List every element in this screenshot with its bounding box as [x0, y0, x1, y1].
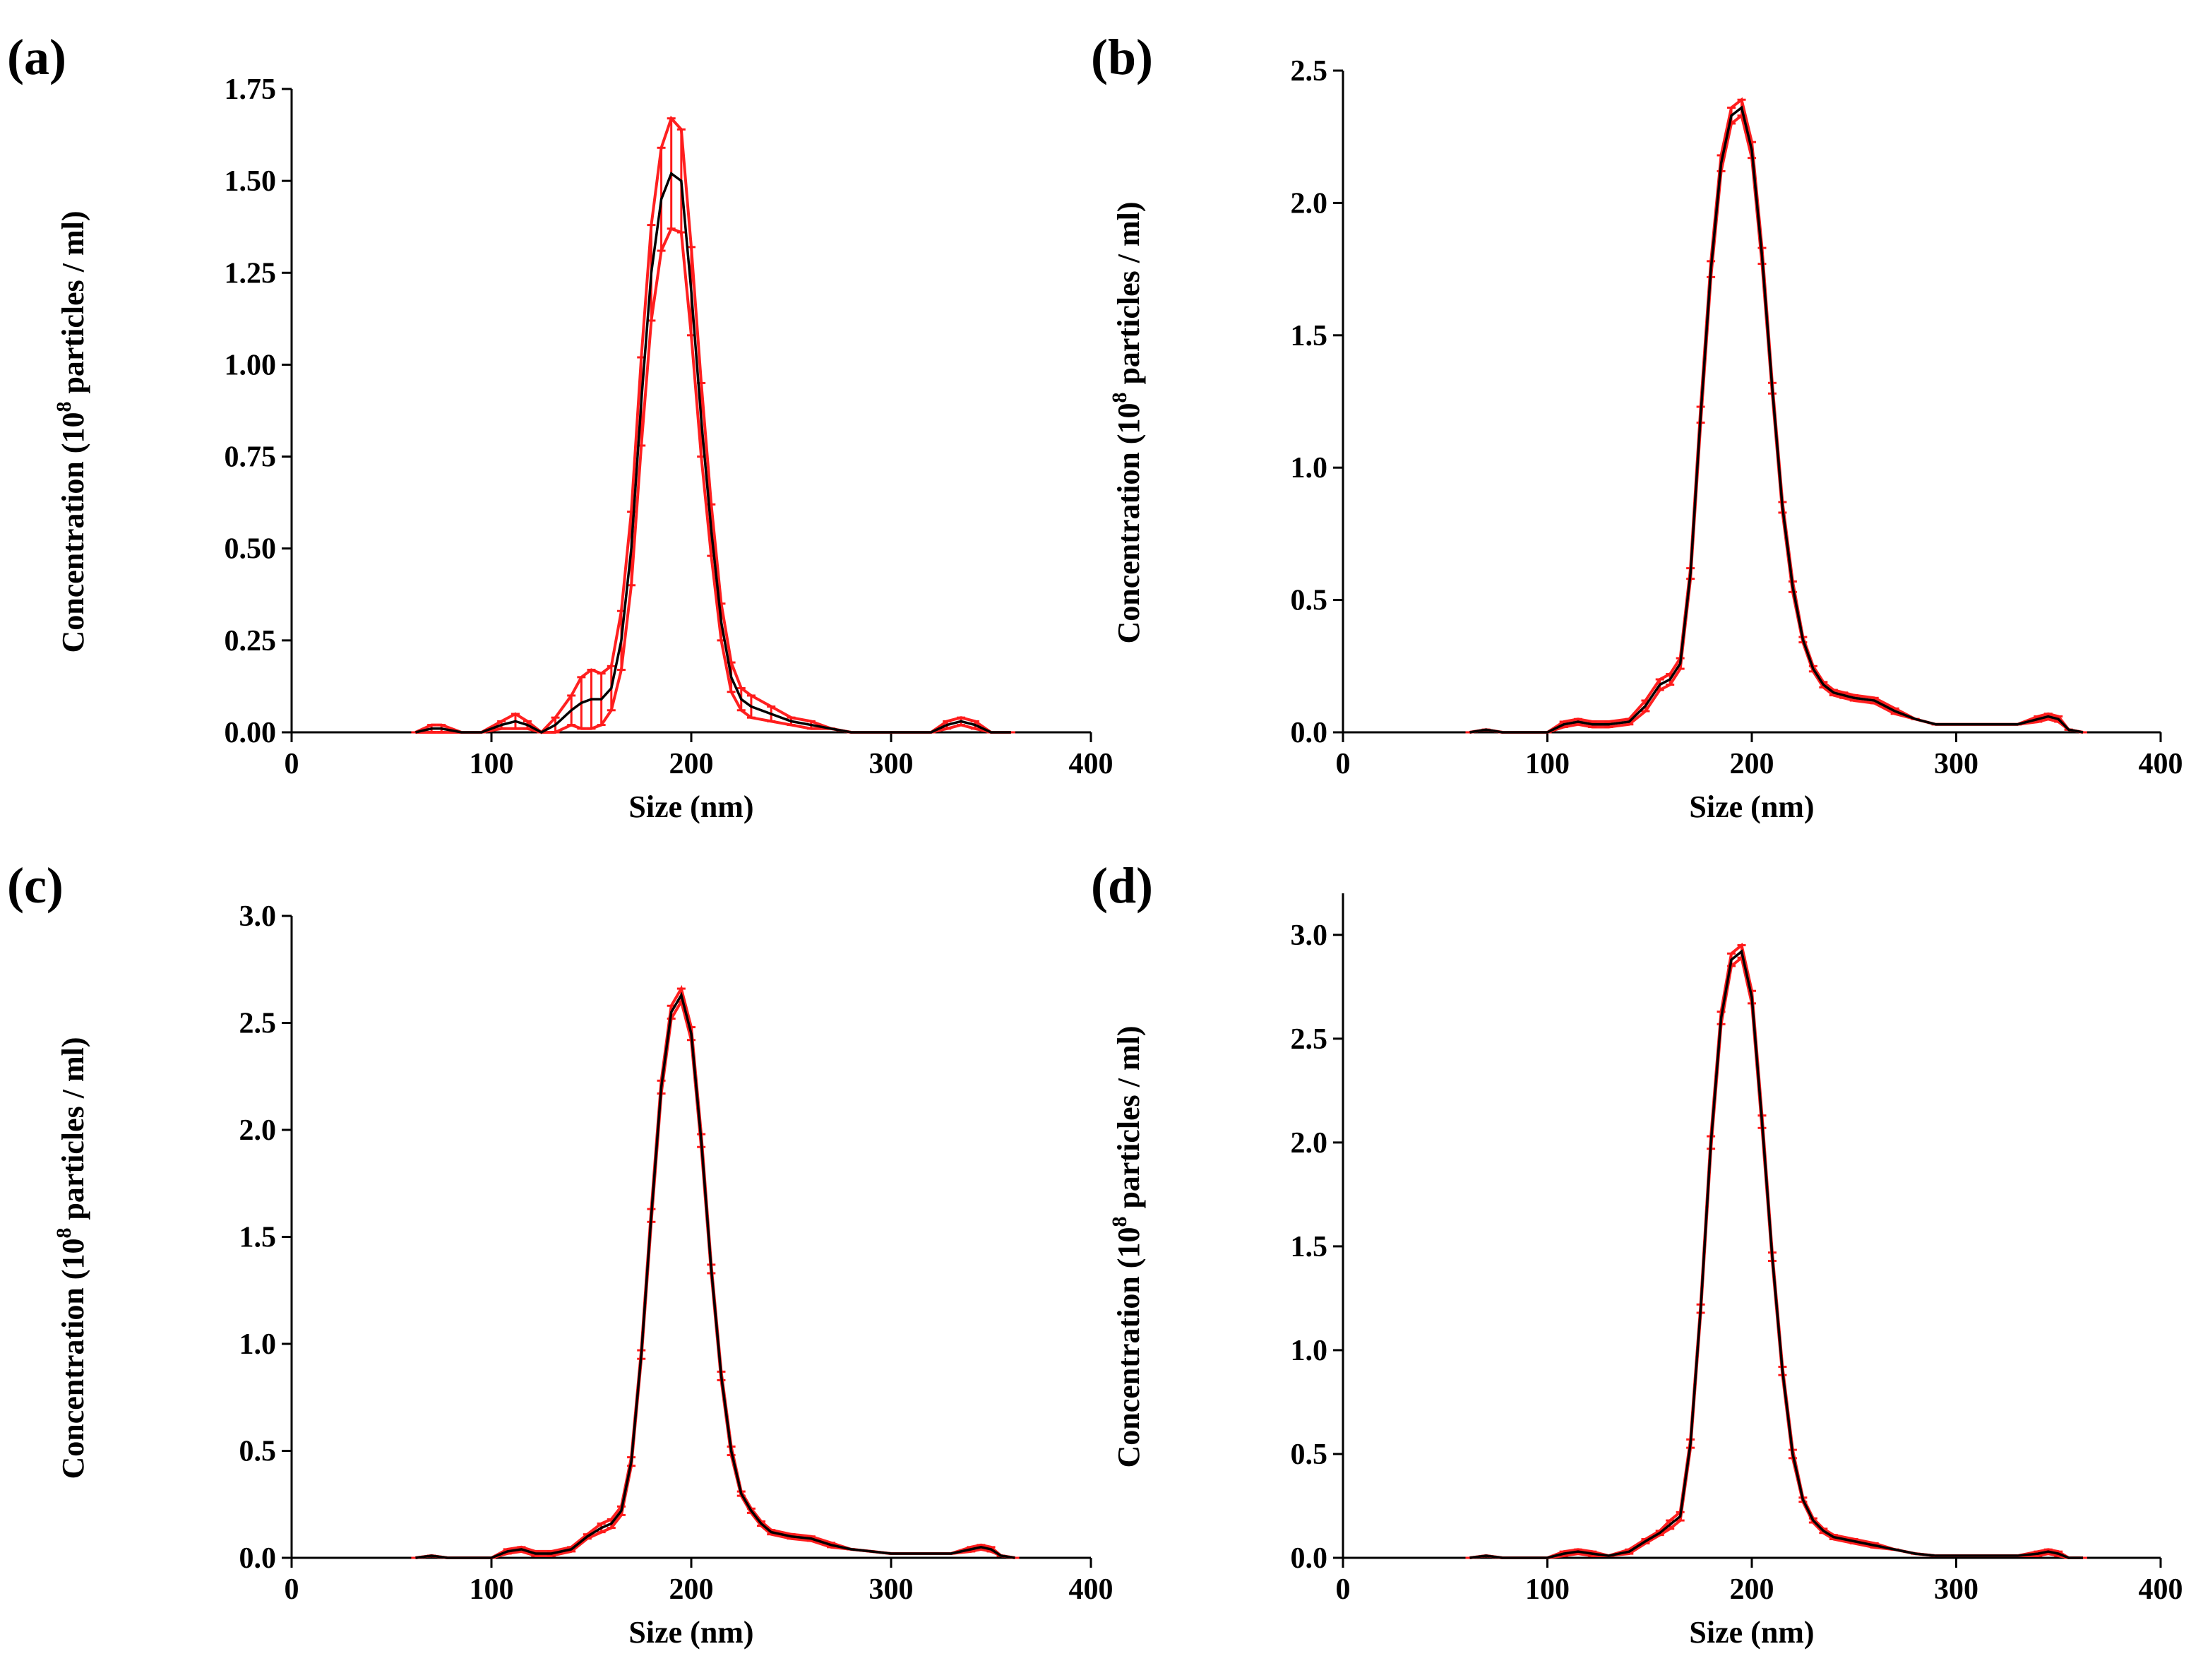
y-tick-label: 2.0: [1291, 187, 1328, 220]
panel-b: (b) 0 100 200 300 400 0.0 0.5 1.0 1.5 2.0 2.5 Size (…: [1091, 29, 2183, 824]
y-tick-label: 1.25: [225, 257, 277, 290]
x-axis-title: Size (nm): [628, 790, 753, 824]
y-tick-label: 3.0: [1291, 919, 1328, 952]
y-axis-title: Concentration (108 particles / ml): [52, 210, 90, 653]
x-tick-label: 400: [2139, 748, 2183, 780]
panel-label: (c): [7, 857, 64, 914]
mean-line: [1469, 949, 2083, 1559]
y-tick-label: 0.0: [239, 1542, 277, 1575]
y-tick-label: 0.0: [1291, 1542, 1328, 1575]
mean-line: [1469, 105, 2084, 734]
y-tick-label: 1.5: [239, 1222, 277, 1254]
x-tick-label: 0: [285, 1573, 299, 1606]
y-tick-label: 1.5: [1291, 320, 1328, 352]
y-tick-label: 1.0: [1291, 1335, 1328, 1367]
x-tick-label: 100: [1525, 748, 1570, 780]
error-envelope-lower: [1469, 955, 2083, 1559]
y-tick-label: 2.5: [1291, 1023, 1328, 1056]
y-tick-label: 1.5: [1291, 1231, 1328, 1263]
x-tick-label: 200: [1730, 748, 1774, 780]
y-tick-label: 0.00: [225, 717, 277, 749]
y-axis-title: Concentration (108 particles / ml): [52, 1037, 90, 1479]
panel-c: (c) 0 100 200 300 400 0.0 0.5 1.0 1.5 2.0 2.5 3.0 Siz…: [7, 857, 1114, 1650]
y-tick-label: 0.5: [1291, 585, 1328, 617]
y-tick-label: 0.5: [1291, 1438, 1328, 1471]
y-tick-label: 2.0: [239, 1114, 277, 1147]
y-tick-label: 0.0: [1291, 717, 1328, 749]
y-tick-label: 1.0: [239, 1328, 277, 1361]
y-tick-label: 0.75: [225, 441, 277, 474]
y-axis-title: Concentration (108 particles / ml): [1108, 201, 1146, 643]
y-tick-label: 1.00: [225, 349, 277, 381]
y-tick-label: 2.5: [1291, 55, 1328, 88]
mean-line: [415, 991, 1015, 1559]
error-envelope-upper: [414, 115, 1011, 734]
x-tick-label: 0: [1336, 1573, 1351, 1606]
panel-label: (b): [1091, 29, 1153, 85]
x-tick-label: 300: [1934, 1573, 1978, 1606]
y-tick-label: 0.5: [239, 1436, 277, 1468]
x-tick-label: 300: [869, 1573, 914, 1606]
x-tick-label: 100: [1525, 1573, 1570, 1606]
mean-line: [415, 171, 1011, 734]
x-tick-label: 300: [1934, 748, 1978, 780]
y-tick-label: 0.50: [225, 533, 277, 566]
x-tick-label: 400: [1069, 748, 1114, 780]
panel-d: (d) 0 100 200 300 400 0.0 0.5 1.0 1.5 2.0 2.5 3.0 Siz…: [1091, 857, 2183, 1650]
x-axis-title: Size (nm): [1689, 1615, 1814, 1650]
x-tick-label: 400: [1069, 1573, 1114, 1606]
x-tick-label: 400: [2139, 1573, 2183, 1606]
x-tick-label: 100: [470, 748, 514, 780]
y-tick-label: 1.75: [225, 73, 277, 106]
x-tick-label: 0: [1336, 748, 1351, 780]
x-tick-label: 0: [285, 748, 299, 780]
x-tick-label: 200: [669, 1573, 714, 1606]
y-tick-label: 0.25: [225, 625, 277, 657]
error-envelope-upper: [1469, 97, 2084, 734]
panel-a: (a) 0 100 200 300 400 0.00 0.25 0.50 0.75 1.00 1.25…: [7, 29, 1114, 824]
y-tick-label: 3.0: [239, 900, 277, 933]
y-tick-label: 2.5: [239, 1008, 277, 1040]
error-envelope-lower: [415, 227, 1011, 734]
x-axis-title: Size (nm): [628, 1615, 753, 1650]
y-tick-label: 2.0: [1291, 1127, 1328, 1160]
y-tick-label: 1.50: [225, 165, 277, 198]
panel-label: (d): [1091, 857, 1153, 914]
x-tick-label: 100: [470, 1573, 514, 1606]
y-tick-label: 1.0: [1291, 452, 1328, 484]
error-envelope-lower: [415, 998, 1015, 1559]
panel-label: (a): [7, 29, 66, 85]
x-tick-label: 200: [669, 748, 714, 780]
y-axis-title: Concentration (108 particles / ml): [1108, 1025, 1146, 1467]
x-axis-title: Size (nm): [1689, 790, 1814, 824]
x-tick-label: 200: [1730, 1573, 1774, 1606]
x-tick-label: 300: [869, 748, 914, 780]
